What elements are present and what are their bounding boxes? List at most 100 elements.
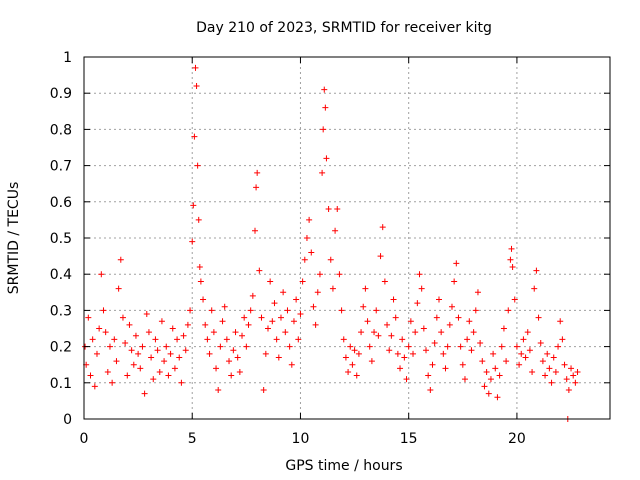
data-point: [474, 289, 481, 296]
data-point: [444, 343, 451, 350]
data-point: [150, 376, 157, 383]
data-point: [156, 368, 163, 375]
data-point: [334, 206, 341, 213]
data-point: [113, 358, 120, 365]
data-point: [247, 307, 254, 314]
data-point: [130, 361, 137, 368]
data-point: [193, 82, 200, 89]
data-point: [552, 368, 559, 375]
x-tick-label: 15: [400, 431, 418, 447]
plot-frame: [83, 56, 611, 420]
data-point: [256, 267, 263, 274]
data-point: [457, 343, 464, 350]
data-point: [323, 155, 330, 162]
data-point: [284, 307, 291, 314]
data-point: [550, 354, 557, 361]
data-point: [262, 350, 269, 357]
chart-title: Day 210 of 2023, SRMTID for receiver kit…: [196, 20, 492, 36]
data-point: [500, 325, 507, 332]
data-point: [271, 300, 278, 307]
data-point: [533, 267, 540, 274]
data-point: [431, 339, 438, 346]
data-point: [342, 354, 349, 361]
data-point: [518, 350, 525, 357]
data-point: [178, 379, 185, 386]
data-point: [189, 238, 196, 245]
data-point: [442, 365, 449, 372]
data-point: [555, 343, 562, 350]
data-point: [314, 289, 321, 296]
data-point: [139, 343, 146, 350]
data-point: [288, 361, 295, 368]
data-point: [546, 365, 553, 372]
data-point: [163, 343, 170, 350]
data-point: [498, 343, 505, 350]
data-point: [373, 307, 380, 314]
data-point: [563, 376, 570, 383]
x-tick-label: 10: [292, 431, 310, 447]
data-point: [295, 336, 302, 343]
y-tick-label: 0.4: [50, 267, 72, 283]
data-point: [349, 361, 356, 368]
data-point: [213, 365, 220, 372]
data-point: [182, 347, 189, 354]
x-tick-label: 0: [80, 431, 89, 447]
data-point: [290, 318, 297, 325]
data-point: [195, 216, 202, 223]
data-point: [137, 365, 144, 372]
data-point: [461, 376, 468, 383]
data-point: [507, 256, 514, 263]
data-point: [479, 358, 486, 365]
data-point: [187, 307, 194, 314]
data-point: [548, 379, 555, 386]
data-points: [82, 64, 581, 422]
data-point: [91, 383, 98, 390]
data-point: [258, 314, 265, 321]
data-point: [152, 336, 159, 343]
data-point: [508, 245, 515, 252]
data-point: [355, 350, 362, 357]
data-point: [542, 372, 549, 379]
data-point: [135, 350, 142, 357]
data-point: [208, 307, 215, 314]
data-point: [190, 202, 197, 209]
data-point: [513, 343, 520, 350]
data-point: [470, 329, 477, 336]
data-point: [316, 271, 323, 278]
x-tick-label: 20: [508, 431, 526, 447]
data-point: [494, 394, 501, 401]
data-point: [340, 336, 347, 343]
data-point: [468, 347, 475, 354]
y-tick-label: 0: [63, 412, 72, 428]
data-point: [399, 336, 406, 343]
data-point: [104, 368, 111, 375]
y-axis-title: SRMTID / TECUs: [6, 182, 22, 295]
data-point: [321, 86, 328, 93]
data-point: [141, 390, 148, 397]
data-point: [327, 256, 334, 263]
data-point: [557, 318, 564, 325]
data-point: [366, 343, 373, 350]
data-point: [490, 350, 497, 357]
y-tick-label: 0.7: [50, 159, 72, 175]
data-point: [509, 263, 516, 270]
data-point: [174, 336, 181, 343]
data-point: [429, 361, 436, 368]
data-point: [390, 296, 397, 303]
data-point: [481, 383, 488, 390]
data-point: [435, 296, 442, 303]
data-point: [124, 372, 131, 379]
data-point: [89, 336, 96, 343]
data-point: [320, 126, 327, 133]
data-point: [194, 162, 201, 169]
data-point: [277, 314, 284, 321]
data-point: [487, 376, 494, 383]
data-point: [401, 354, 408, 361]
data-point: [520, 336, 527, 343]
data-point: [358, 329, 365, 336]
data-point: [148, 354, 155, 361]
data-point: [215, 387, 222, 394]
data-point: [325, 206, 332, 213]
data-point: [522, 354, 529, 361]
data-point: [109, 379, 116, 386]
